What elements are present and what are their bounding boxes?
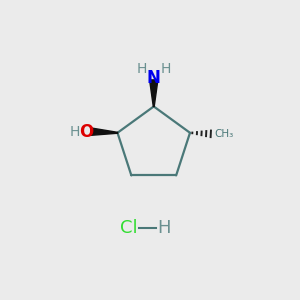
Text: O: O — [79, 123, 93, 141]
Text: CH₃: CH₃ — [214, 129, 233, 139]
Text: N: N — [147, 69, 161, 87]
Text: Cl: Cl — [120, 219, 138, 237]
Polygon shape — [91, 128, 118, 135]
Polygon shape — [150, 80, 158, 106]
Text: H: H — [136, 62, 147, 76]
Text: H: H — [70, 124, 80, 139]
Text: H: H — [157, 219, 171, 237]
Text: H: H — [160, 62, 171, 76]
